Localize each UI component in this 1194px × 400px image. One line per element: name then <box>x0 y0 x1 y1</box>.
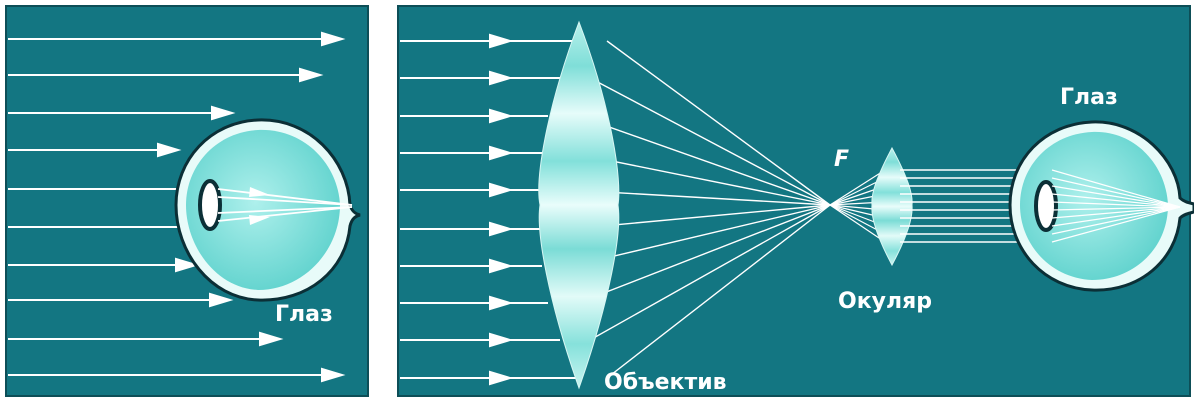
incoming-ray-arrow <box>489 145 514 161</box>
eye-focus-ray <box>1051 206 1181 211</box>
diverging-ray <box>829 204 886 243</box>
eye-focus-ray <box>1051 206 1181 227</box>
converging-ray <box>577 115 831 206</box>
left-ray-9-arrow <box>259 331 284 347</box>
eyepiece-lens <box>871 146 913 267</box>
left-ray-2-arrow <box>299 67 324 83</box>
converging-ray <box>589 204 831 341</box>
left-ray-3-arrow <box>211 105 236 121</box>
right-eye <box>1008 120 1194 292</box>
left-ray-8-arrow <box>209 292 234 308</box>
left-incoming-rays <box>8 31 346 383</box>
right-eye-lens <box>1034 180 1058 232</box>
incoming-ray-arrow <box>489 258 514 274</box>
right-eye-body <box>1020 131 1168 280</box>
converging-ray <box>606 40 831 206</box>
eye-focus-ray <box>1051 201 1181 208</box>
incoming-ray-arrow <box>489 221 514 237</box>
left-ray-7-arrow <box>175 257 200 273</box>
eye-focus-ray <box>1051 206 1181 219</box>
incoming-ray-arrow <box>489 332 514 348</box>
incoming-ray-arrow <box>489 108 514 124</box>
eye-focus-ray <box>1051 193 1181 208</box>
left-eye-label: Глаз <box>275 302 333 327</box>
left-eye-inner-arrows <box>249 187 270 225</box>
left-ray-4-arrow <box>157 142 182 158</box>
right-eye-focus-rays <box>1051 169 1181 243</box>
eyepiece-label: Окуляр <box>838 289 932 314</box>
left-eye <box>174 118 361 302</box>
eye-focus-ray <box>1051 169 1181 208</box>
objective-lens <box>538 20 620 390</box>
eye-focus-ray <box>1051 206 1181 243</box>
converging-ray <box>577 204 831 304</box>
left-ray-10-arrow <box>321 367 346 383</box>
incoming-ray-arrow <box>489 295 514 311</box>
focus-label: F <box>834 147 849 172</box>
incoming-ray-arrow <box>489 33 514 49</box>
converging-ray <box>589 77 831 206</box>
eye-focus-ray <box>1051 185 1181 208</box>
diverging-ray <box>829 169 886 206</box>
objective-label: Объектив <box>604 370 727 395</box>
right-panel: F Окуляр Объектив Глаз <box>397 5 1194 397</box>
converging-ray <box>606 204 831 379</box>
eye-focus-ray <box>1051 206 1181 235</box>
right-eye-label: Глаз <box>1060 85 1118 110</box>
left-eye-focus-rays <box>217 188 353 222</box>
incoming-ray-arrow <box>489 370 514 386</box>
incoming-ray-arrow <box>489 70 514 86</box>
left-panel: Глаз <box>5 5 369 397</box>
left-eye-lens <box>198 179 222 231</box>
incoming-rays <box>400 33 577 386</box>
left-eye-body <box>186 129 340 290</box>
left-ray-1-arrow <box>321 31 346 47</box>
eye-focus-ray <box>1051 177 1181 208</box>
incoming-ray-arrow <box>489 182 514 198</box>
